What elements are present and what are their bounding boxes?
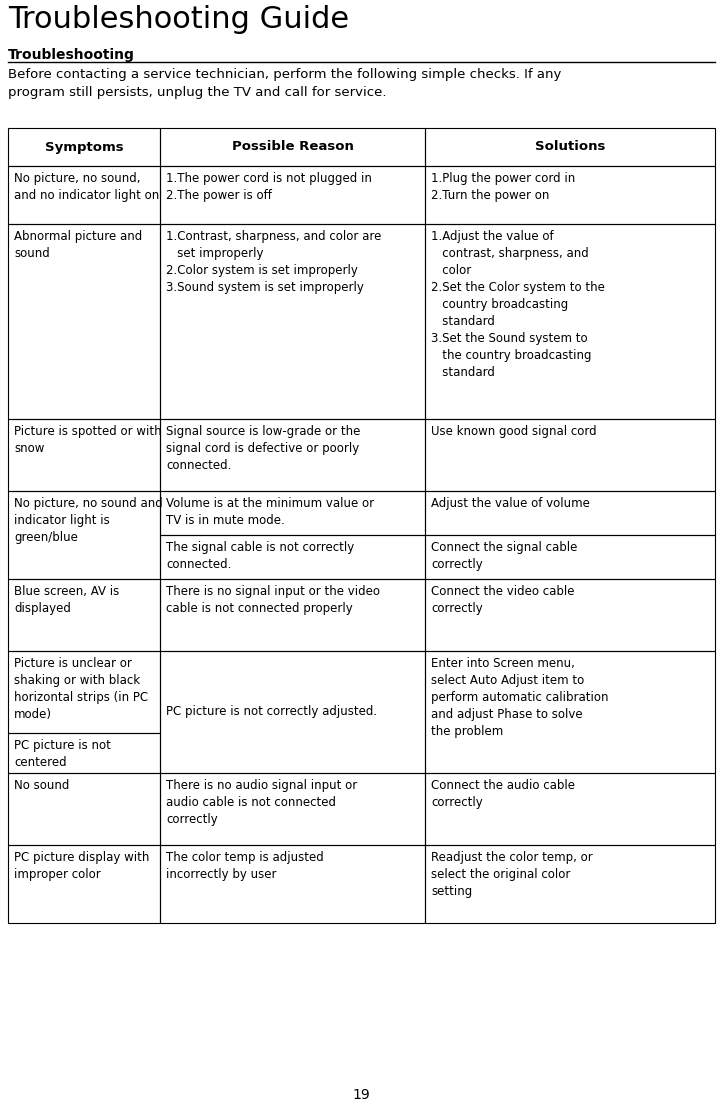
Bar (160, 492, 425, 535)
Text: Abnormal picture and
sound: Abnormal picture and sound (14, 230, 142, 260)
Text: Before contacting a service technician, perform the following simple checks. If : Before contacting a service technician, … (8, 68, 561, 99)
Bar (8, 845, 160, 923)
Text: Troubleshooting Guide: Troubleshooting Guide (8, 4, 349, 34)
Text: The color temp is adjusted
incorrectly by user: The color temp is adjusted incorrectly b… (166, 851, 324, 881)
Bar (425, 773, 715, 845)
Text: Volume is at the minimum value or
TV is in mute mode.: Volume is at the minimum value or TV is … (166, 497, 374, 527)
Bar (160, 845, 425, 923)
Bar (160, 651, 425, 773)
Bar (8, 651, 160, 733)
Bar (160, 224, 425, 419)
Bar (8, 419, 160, 492)
Bar (8, 166, 160, 224)
Bar (160, 166, 425, 224)
Text: 1.Plug the power cord in
2.Turn the power on: 1.Plug the power cord in 2.Turn the powe… (431, 172, 576, 202)
Bar (8, 733, 160, 773)
Text: Picture is spotted or with
snow: Picture is spotted or with snow (14, 425, 162, 455)
Text: There is no signal input or the video
cable is not connected properly: There is no signal input or the video ca… (166, 585, 380, 615)
Bar (425, 579, 715, 651)
Bar (160, 128, 425, 166)
Bar (8, 224, 160, 419)
Bar (425, 651, 715, 773)
Text: No sound: No sound (14, 780, 69, 792)
Bar (425, 166, 715, 224)
Text: PC picture display with
improper color: PC picture display with improper color (14, 851, 150, 881)
Text: Blue screen, AV is
displayed: Blue screen, AV is displayed (14, 585, 119, 615)
Text: No picture, no sound,
and no indicator light on: No picture, no sound, and no indicator l… (14, 172, 159, 202)
Text: Solutions: Solutions (535, 140, 605, 153)
Text: Readjust the color temp, or
select the original color
setting: Readjust the color temp, or select the o… (431, 851, 593, 898)
Text: Symptoms: Symptoms (45, 140, 124, 153)
Bar (8, 492, 160, 579)
Text: 1.Adjust the value of
   contrast, sharpness, and
   color
2.Set the Color syste: 1.Adjust the value of contrast, sharpnes… (431, 230, 605, 379)
Text: PC picture is not
centered: PC picture is not centered (14, 739, 111, 770)
Text: PC picture is not correctly adjusted.: PC picture is not correctly adjusted. (166, 705, 377, 718)
Text: Adjust the value of volume: Adjust the value of volume (431, 497, 590, 510)
Text: Use known good signal cord: Use known good signal cord (431, 425, 596, 438)
Bar (425, 492, 715, 535)
Text: 1.Contrast, sharpness, and color are
   set improperly
2.Color system is set imp: 1.Contrast, sharpness, and color are set… (166, 230, 381, 294)
Bar (425, 419, 715, 492)
Text: Troubleshooting: Troubleshooting (8, 48, 135, 62)
Text: There is no audio signal input or
audio cable is not connected
correctly: There is no audio signal input or audio … (166, 780, 357, 826)
Bar (160, 773, 425, 845)
Bar (425, 128, 715, 166)
Text: The signal cable is not correctly
connected.: The signal cable is not correctly connec… (166, 542, 354, 570)
Bar (425, 224, 715, 419)
Text: Picture is unclear or
shaking or with black
horizontal strips (in PC
mode): Picture is unclear or shaking or with bl… (14, 657, 148, 721)
Text: No picture, no sound and
indicator light is
green/blue: No picture, no sound and indicator light… (14, 497, 163, 544)
Bar (8, 128, 160, 166)
Bar (160, 419, 425, 492)
Bar (160, 535, 425, 579)
Text: Enter into Screen menu,
select Auto Adjust item to
perform automatic calibration: Enter into Screen menu, select Auto Adju… (431, 657, 609, 738)
Text: Possible Reason: Possible Reason (231, 140, 354, 153)
Text: 19: 19 (353, 1088, 370, 1102)
Text: 1.The power cord is not plugged in
2.The power is off: 1.The power cord is not plugged in 2.The… (166, 172, 372, 202)
Bar (160, 579, 425, 651)
Bar (425, 535, 715, 579)
Text: Connect the audio cable
correctly: Connect the audio cable correctly (431, 780, 575, 810)
Text: Signal source is low-grade or the
signal cord is defective or poorly
connected.: Signal source is low-grade or the signal… (166, 425, 360, 471)
Bar (8, 579, 160, 651)
Text: Connect the video cable
correctly: Connect the video cable correctly (431, 585, 575, 615)
Bar (425, 845, 715, 923)
Bar (8, 773, 160, 845)
Text: Connect the signal cable
correctly: Connect the signal cable correctly (431, 542, 578, 570)
